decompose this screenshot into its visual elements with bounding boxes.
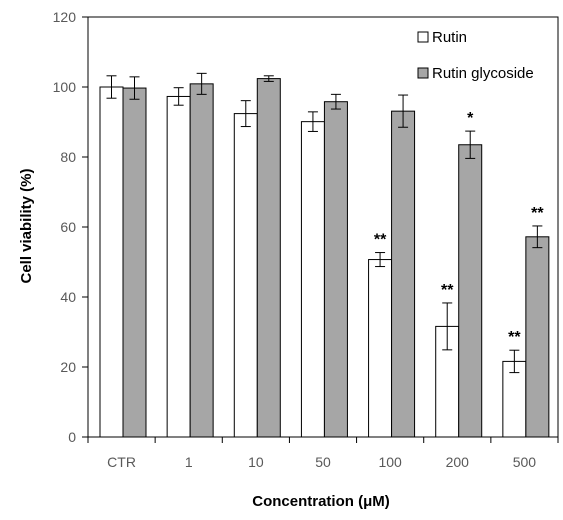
bar bbox=[166, 95, 191, 438]
legend: Rutin Rutin glycoside bbox=[417, 29, 534, 82]
legend-label: Rutin bbox=[432, 29, 467, 46]
x-tick-label: CTR bbox=[107, 454, 136, 470]
bar bbox=[99, 86, 124, 438]
significance-marker: ** bbox=[374, 232, 387, 249]
bars bbox=[99, 72, 550, 438]
bar bbox=[525, 236, 550, 438]
significance-marker: ** bbox=[508, 329, 521, 346]
bar bbox=[189, 83, 214, 438]
significance-marker: ** bbox=[441, 282, 454, 299]
legend-label: Rutin glycoside bbox=[432, 65, 534, 82]
bar bbox=[233, 113, 258, 438]
y-tick-label: 120 bbox=[53, 9, 77, 25]
x-tick-label: 10 bbox=[248, 454, 264, 470]
bar bbox=[391, 110, 416, 438]
y-axis-title: Cell viability (%) bbox=[18, 168, 35, 283]
bar bbox=[256, 78, 281, 438]
x-axis-title: Concentration (μM) bbox=[252, 493, 390, 510]
x-tick-label: 1 bbox=[185, 454, 193, 470]
significance-marker: * bbox=[467, 110, 474, 127]
legend-swatch bbox=[417, 31, 429, 43]
x-tick-label: 100 bbox=[378, 454, 402, 470]
y-tick-label: 0 bbox=[68, 429, 76, 445]
y-tick-label: 20 bbox=[60, 359, 76, 375]
legend-swatch bbox=[417, 67, 429, 79]
bar bbox=[300, 121, 325, 438]
y-tick-label: 60 bbox=[60, 219, 76, 235]
x-tick-label: 200 bbox=[446, 454, 470, 470]
x-tick-label: 500 bbox=[513, 454, 537, 470]
bar bbox=[458, 144, 483, 438]
y-tick-label: 100 bbox=[53, 79, 77, 95]
significance-marker: ** bbox=[531, 205, 544, 222]
x-tick-label: 50 bbox=[315, 454, 331, 470]
y-tick-label: 80 bbox=[60, 149, 76, 165]
bar bbox=[122, 87, 147, 438]
bar bbox=[323, 101, 348, 438]
bar bbox=[368, 259, 393, 438]
y-tick-label: 40 bbox=[60, 289, 76, 305]
